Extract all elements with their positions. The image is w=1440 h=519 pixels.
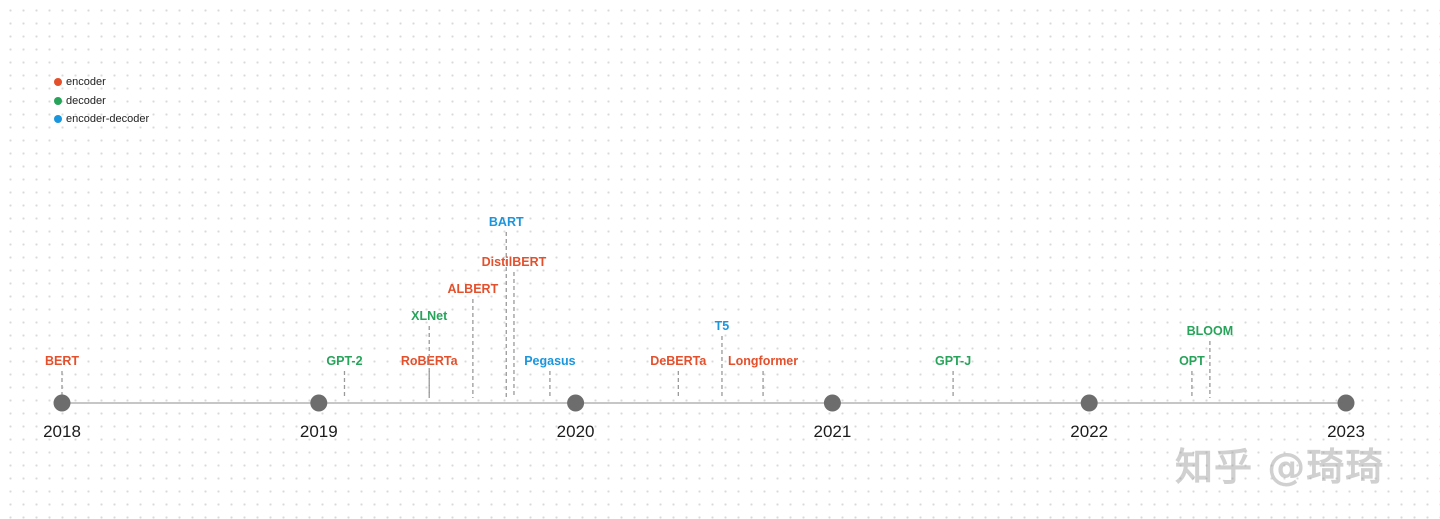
- model-label-gpt-2: GPT-2: [326, 354, 362, 368]
- model-label-bart: BART: [489, 215, 524, 229]
- model-label-longformer: Longformer: [728, 354, 798, 368]
- year-marker-2019: [310, 394, 328, 412]
- model-label-gpt-j: GPT-J: [935, 354, 971, 368]
- model-label-bloom: BLOOM: [1187, 324, 1234, 338]
- model-label-albert: ALBERT: [448, 282, 499, 296]
- year-label-2019: 2019: [300, 422, 338, 441]
- legend-item-encoder: encoder: [54, 73, 149, 92]
- model-label-opt: OPT: [1179, 354, 1205, 368]
- model-label-xlnet: XLNet: [411, 309, 448, 323]
- legend-item-encoder-decoder: encoder-decoder: [54, 110, 149, 129]
- model-label-distilbert: DistilBERT: [482, 255, 547, 269]
- legend-label-encoder-decoder: encoder-decoder: [66, 113, 150, 126]
- model-label-deberta: DeBERTa: [650, 354, 707, 368]
- legend-label-encoder: encoder: [66, 76, 106, 89]
- legend-label-decoder: decoder: [66, 94, 106, 107]
- year-marker-2018: [53, 394, 71, 412]
- encoder-decoder-dot-icon: [54, 115, 62, 124]
- year-label-2018: 2018: [43, 422, 81, 441]
- model-label-t5: T5: [715, 319, 730, 333]
- encoder-dot-icon: [54, 78, 62, 87]
- decoder-dot-icon: [54, 96, 62, 105]
- year-marker-2023: [1337, 394, 1355, 412]
- year-marker-2022: [1080, 394, 1098, 412]
- watermark: 知乎 @琦琦: [1175, 445, 1385, 489]
- legend: encoder decoder encoder-decoder: [54, 73, 149, 129]
- year-marker-2021: [823, 394, 841, 412]
- year-marker-2020: [567, 394, 585, 412]
- model-label-pegasus: Pegasus: [524, 354, 575, 368]
- year-label-2022: 2022: [1070, 422, 1108, 441]
- year-label-2023: 2023: [1327, 422, 1365, 441]
- year-label-2020: 2020: [557, 422, 595, 441]
- legend-item-decoder: decoder: [54, 92, 149, 111]
- year-label-2021: 2021: [813, 422, 851, 441]
- model-label-bert: BERT: [45, 354, 79, 368]
